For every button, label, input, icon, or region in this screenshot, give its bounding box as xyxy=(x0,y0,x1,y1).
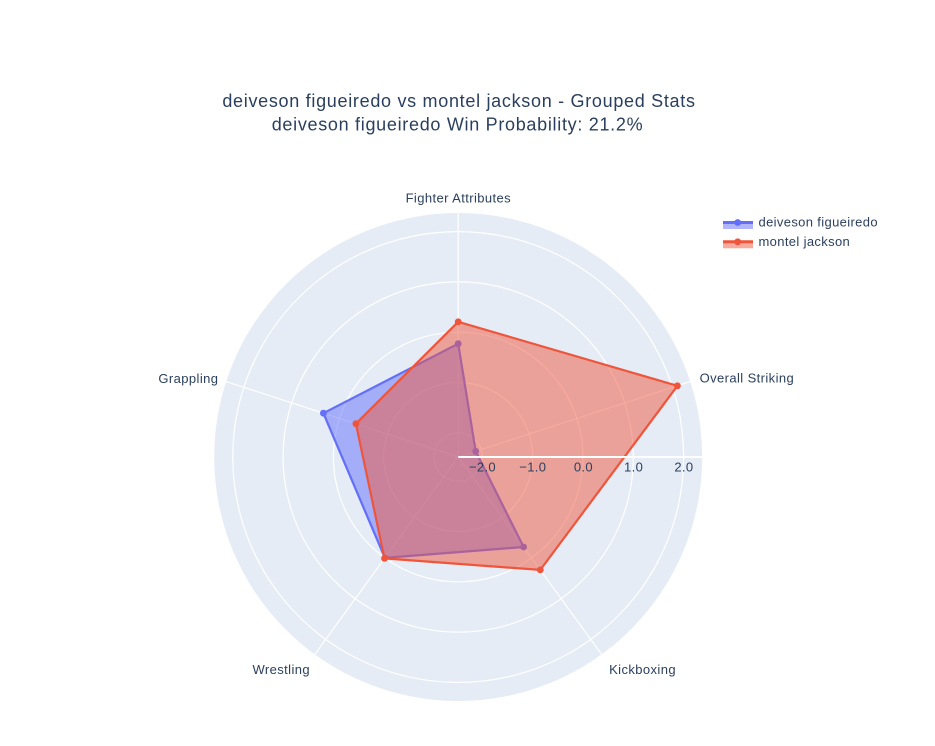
svg-text:Kickboxing: Kickboxing xyxy=(609,662,676,677)
svg-text:2.0: 2.0 xyxy=(674,460,693,475)
svg-text:−2.0: −2.0 xyxy=(469,460,496,475)
svg-text:Overall Striking: Overall Striking xyxy=(700,370,795,385)
svg-text:deiveson figueiredo Win Probab: deiveson figueiredo Win Probability: 21.… xyxy=(272,115,644,135)
svg-text:Fighter Attributes: Fighter Attributes xyxy=(406,190,512,205)
svg-text:Wrestling: Wrestling xyxy=(252,662,310,677)
svg-text:0.0: 0.0 xyxy=(574,460,593,475)
svg-text:deiveson figueiredo vs montel: deiveson figueiredo vs montel jackson - … xyxy=(222,91,695,111)
svg-text:deiveson figueiredo: deiveson figueiredo xyxy=(759,215,878,230)
svg-text:−1.0: −1.0 xyxy=(519,460,546,475)
svg-text:1.0: 1.0 xyxy=(624,460,643,475)
svg-text:montel jackson: montel jackson xyxy=(759,234,851,249)
svg-text:Grappling: Grappling xyxy=(158,371,218,386)
